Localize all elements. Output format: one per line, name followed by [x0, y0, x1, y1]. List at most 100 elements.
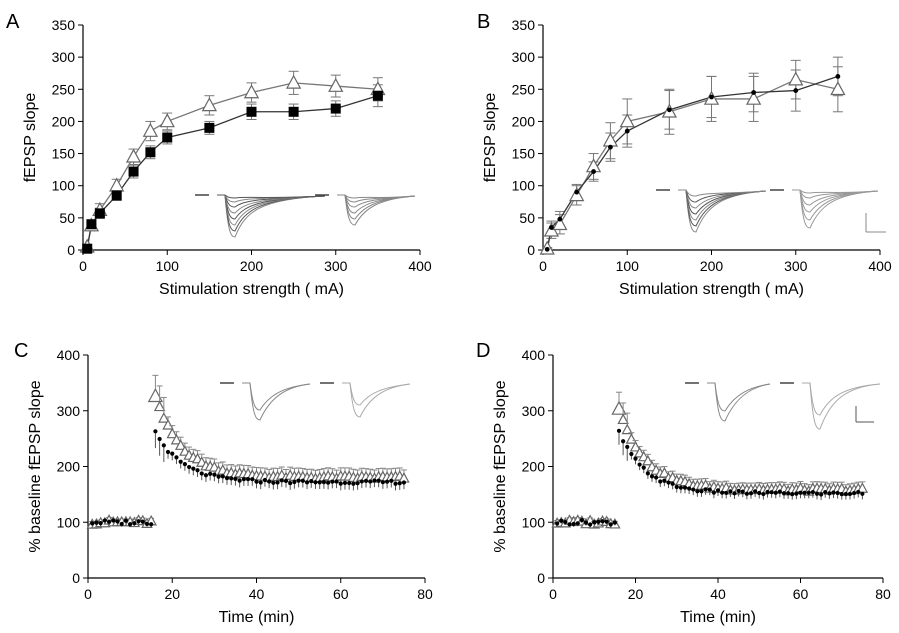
data-point	[860, 491, 865, 496]
inset-trace-b2-trace	[792, 189, 879, 199]
data-point	[321, 480, 326, 485]
y-tick-label: 50	[59, 210, 75, 226]
data-point	[258, 480, 263, 485]
data-point	[182, 461, 187, 467]
data-point	[128, 166, 139, 177]
data-point	[645, 471, 650, 476]
data-point	[267, 479, 272, 484]
data-point	[765, 489, 770, 495]
data-point	[203, 473, 209, 478]
inset-trace-a1-trace	[217, 194, 326, 220]
data-point	[111, 518, 116, 523]
data-point	[174, 439, 187, 450]
data-point	[119, 521, 124, 527]
data-point	[142, 122, 159, 137]
x-axis-title: Time (min)	[680, 609, 756, 626]
data-point	[90, 521, 95, 526]
data-point	[115, 519, 120, 524]
data-point	[309, 479, 314, 484]
data-point	[195, 468, 200, 473]
y-tick-label: 100	[512, 178, 536, 194]
y-tick-label: 300	[52, 49, 76, 65]
data-point	[187, 464, 192, 470]
y-tick-label: 300	[512, 49, 536, 65]
data-point	[555, 521, 560, 526]
panel-letter: D	[476, 340, 490, 362]
data-point	[401, 480, 407, 485]
inset-trace-d1-trace	[707, 382, 771, 422]
data-point	[220, 474, 225, 479]
data-point	[588, 522, 593, 527]
panel-letter: B	[477, 11, 490, 33]
data-point	[798, 490, 803, 495]
data-point	[691, 487, 696, 492]
data-point	[709, 94, 714, 100]
chart-panel-c: C 0 20 40 60 80 0 100 200 300 400 Time (min) % basel…	[14, 340, 433, 626]
data-point	[625, 444, 630, 449]
y-tick-label: 350	[512, 17, 536, 33]
inset-trace-c2-trace	[342, 382, 411, 418]
data-point	[600, 519, 605, 524]
data-point	[819, 492, 824, 497]
data-point	[552, 216, 568, 231]
data-point	[106, 519, 112, 524]
data-point	[94, 208, 105, 219]
x-tick-label: 60	[793, 586, 809, 602]
data-point	[389, 478, 394, 483]
y-tick-label: 300	[57, 403, 81, 419]
data-point	[300, 478, 305, 483]
data-point	[790, 491, 795, 497]
data-point	[109, 177, 125, 192]
data-point	[621, 439, 626, 444]
data-point	[162, 419, 174, 430]
inset-trace-c1-trace	[242, 382, 311, 421]
y-tick-label: 0	[527, 242, 535, 258]
x-tick-label: 200	[240, 258, 264, 274]
data-point	[777, 489, 782, 494]
y-tick-label: 200	[522, 459, 546, 475]
data-point	[745, 90, 762, 105]
data-point	[153, 429, 158, 434]
inset-trace-d2-trace	[802, 382, 881, 416]
y-axis-title: % baseline fEPSP slope	[492, 380, 509, 552]
data-point	[687, 486, 692, 491]
data-point	[724, 490, 729, 496]
y-tick-label: 400	[57, 347, 81, 363]
x-tick-label: 100	[156, 258, 180, 274]
data-point	[161, 443, 166, 448]
data-point	[592, 520, 597, 525]
x-tick-label: 20	[628, 586, 644, 602]
data-point	[720, 490, 725, 495]
data-point	[304, 480, 310, 485]
trace-inset	[195, 194, 416, 238]
data-point	[843, 491, 848, 497]
data-point	[201, 97, 218, 112]
data-point	[674, 484, 679, 490]
y-tick-label: 0	[537, 570, 545, 586]
inset-trace-a2-trace	[337, 194, 416, 203]
data-point	[757, 490, 762, 496]
data-point	[596, 519, 601, 525]
data-point	[363, 478, 369, 483]
data-point	[372, 478, 377, 483]
data-point	[715, 488, 721, 493]
inset-trace-b1-trace	[678, 189, 767, 221]
trace-inset	[220, 382, 411, 421]
x-tick-label: 100	[616, 258, 640, 274]
x-tick-label: 300	[784, 258, 808, 274]
data-point	[237, 478, 242, 483]
data-point	[292, 479, 297, 485]
data-point	[753, 489, 758, 494]
data-point	[786, 491, 791, 496]
data-point	[380, 480, 385, 485]
data-point	[670, 481, 675, 486]
y-tick-label: 200	[52, 113, 76, 129]
x-tick-label: 60	[333, 586, 349, 602]
x-axis-title: Time (min)	[219, 609, 295, 626]
x-tick-label: 400	[868, 258, 892, 274]
data-point	[773, 490, 778, 495]
data-point	[86, 219, 97, 230]
data-point	[619, 113, 635, 128]
data-point	[827, 491, 832, 496]
data-point	[212, 472, 217, 477]
